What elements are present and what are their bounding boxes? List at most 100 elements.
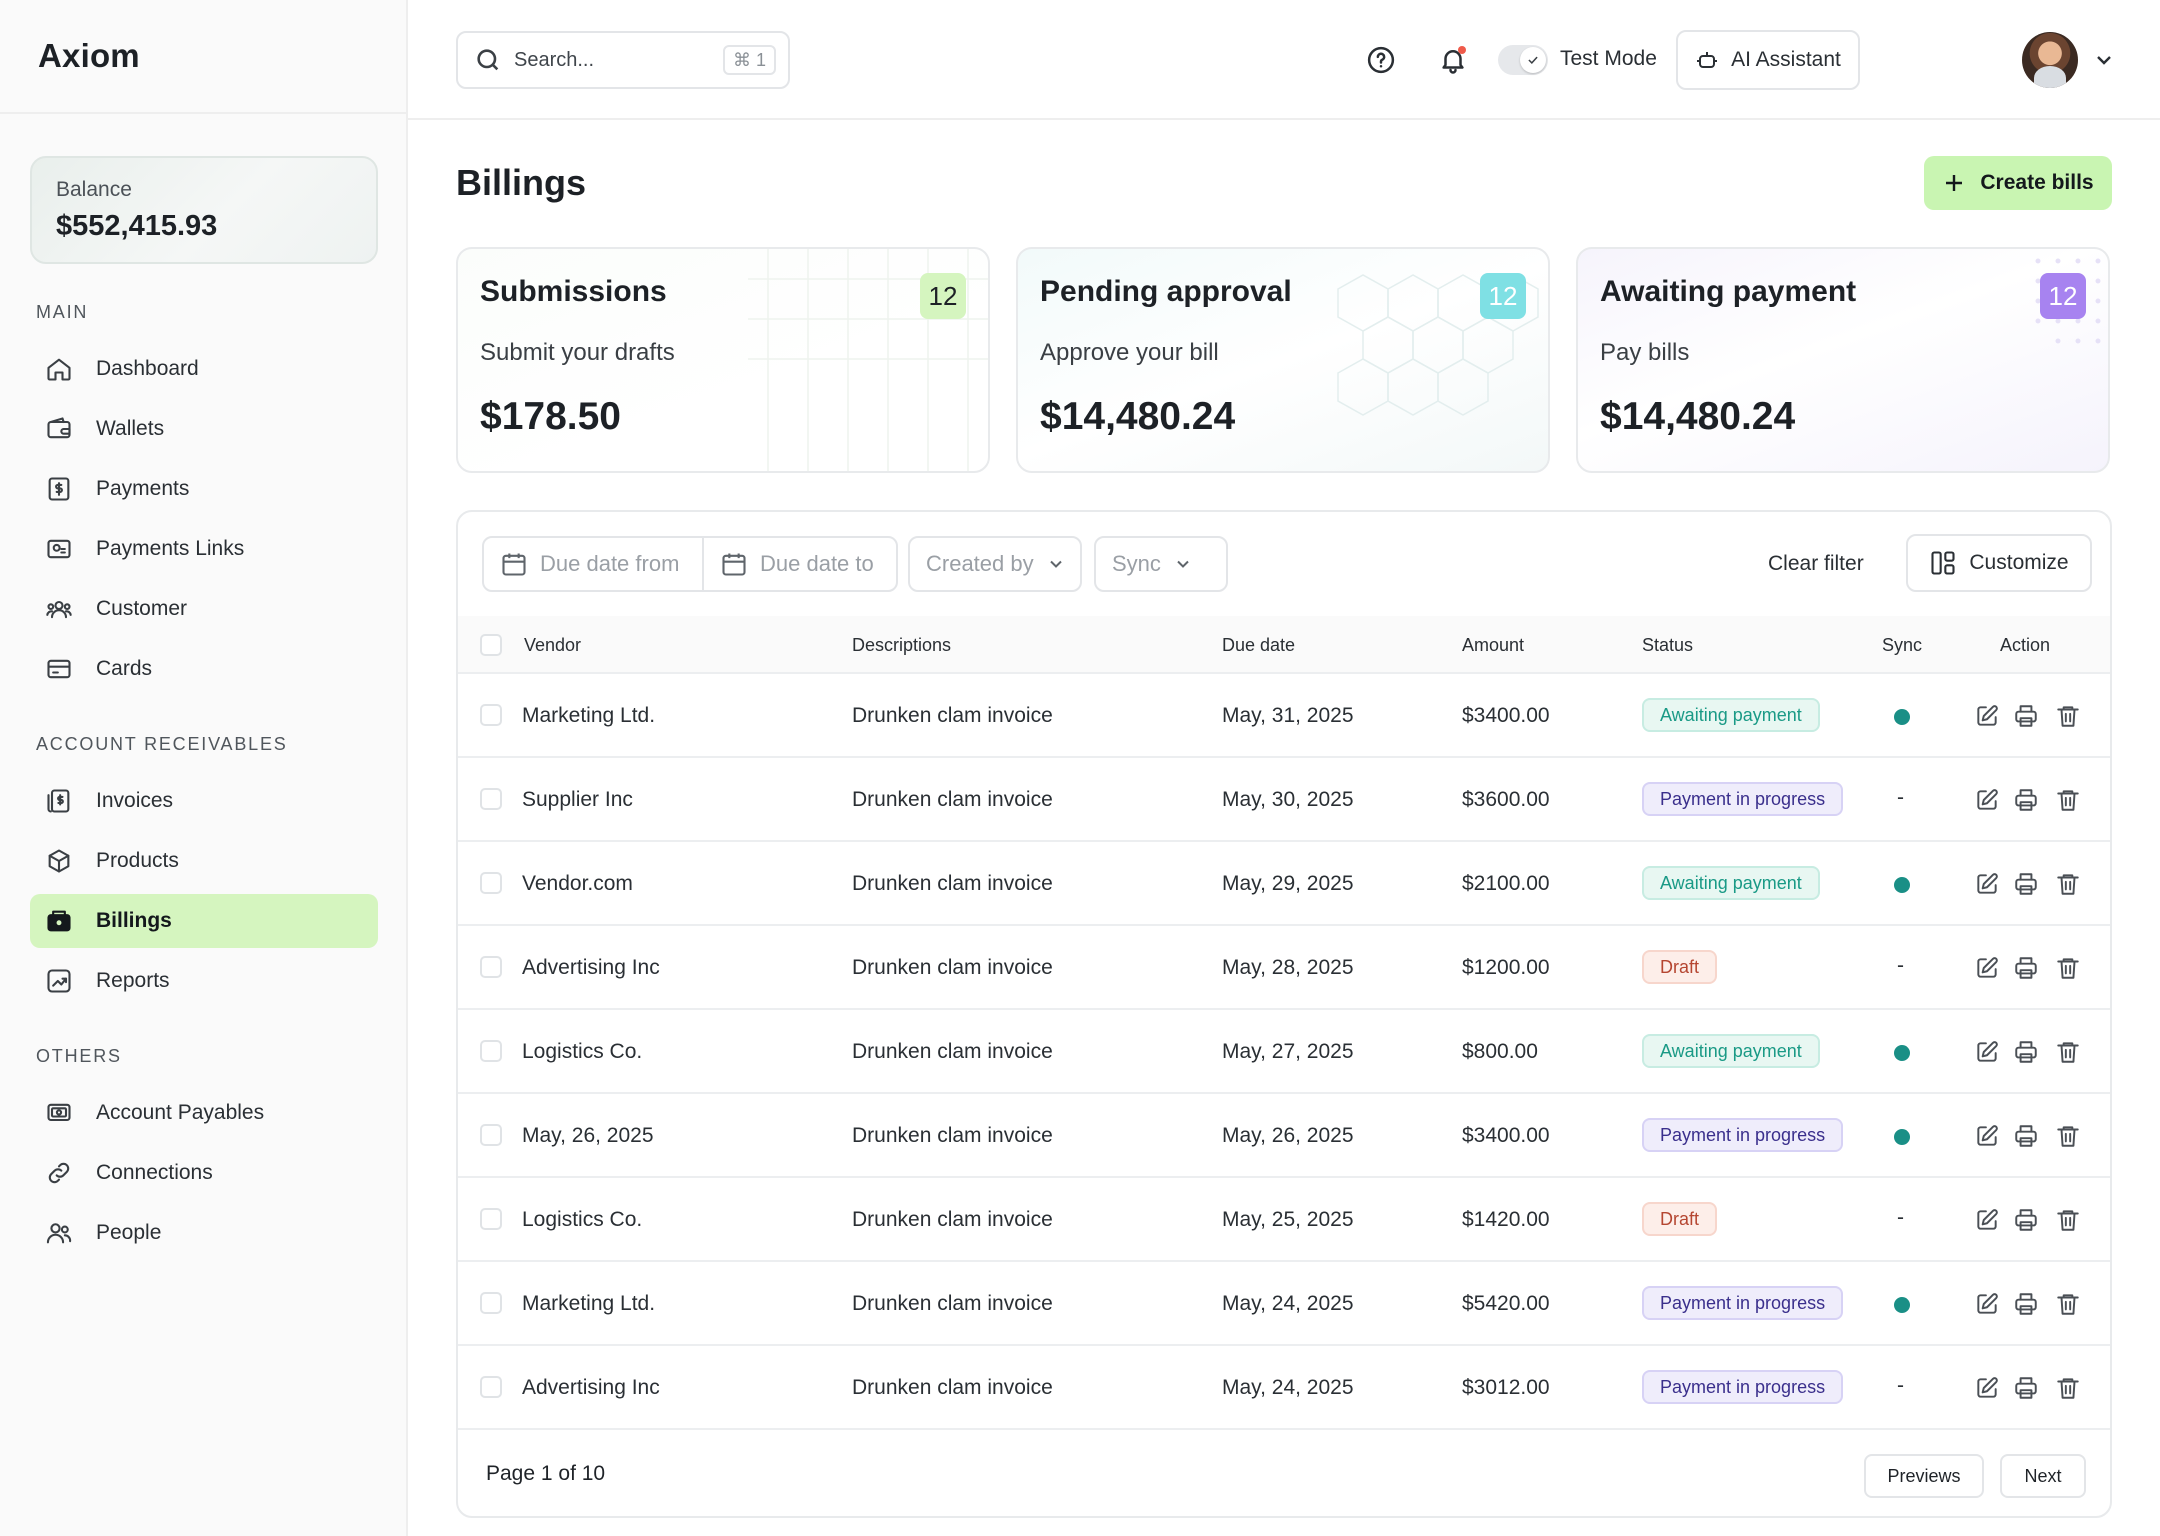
status-badge: Awaiting payment <box>1642 1034 1820 1068</box>
row-checkbox[interactable] <box>480 1040 502 1062</box>
trash-icon[interactable] <box>2055 1123 2081 1149</box>
edit-icon[interactable] <box>1974 1039 2000 1065</box>
avatar[interactable] <box>2022 32 2078 88</box>
table-row[interactable]: Logistics Co. Drunken clam invoice May, 25… <box>458 1178 2110 1262</box>
table-row[interactable]: Supplier Inc Drunken clam invoice May, 30,… <box>458 758 2110 842</box>
sidebar-item-invoices[interactable]: Invoices <box>30 774 378 828</box>
edit-icon[interactable] <box>1974 871 2000 897</box>
sidebar-item-billings[interactable]: Billings <box>30 894 378 948</box>
edit-icon[interactable] <box>1974 787 2000 813</box>
ai-assistant-button[interactable]: AI Assistant <box>1676 30 1860 90</box>
row-checkbox[interactable] <box>480 1292 502 1314</box>
col-vendor[interactable]: Vendor <box>524 635 582 655</box>
billings-table-panel: Due date from Due date to Created by Syn… <box>456 510 2112 1518</box>
edit-icon[interactable] <box>1974 1375 2000 1401</box>
previous-page-button[interactable]: Previews <box>1864 1454 1984 1498</box>
trash-icon[interactable] <box>2055 955 2081 981</box>
edit-icon[interactable] <box>1974 703 2000 729</box>
col-status[interactable]: Status <box>1642 635 1694 655</box>
col-amount[interactable]: Amount <box>1462 635 1525 655</box>
row-checkbox[interactable] <box>480 1124 502 1146</box>
trash-icon[interactable] <box>2055 703 2081 729</box>
vendor-cell: Advertising Inc <box>522 956 660 979</box>
test-mode-toggle[interactable] <box>1498 45 1548 75</box>
sidebar-item-reports[interactable]: Reports <box>30 954 378 1008</box>
pending-approval-card[interactable]: Pending approval Approve your bill $14,4… <box>1016 247 1550 473</box>
grid-pattern-decoration <box>748 249 988 471</box>
row-checkbox[interactable] <box>480 704 502 726</box>
table-row[interactable]: Marketing Ltd. Drunken clam invoice May, 2… <box>458 1262 2110 1346</box>
awaiting-payment-card[interactable]: Awaiting payment Pay bills $14,480.24 12 <box>1576 247 2110 473</box>
trash-icon[interactable] <box>2055 787 2081 813</box>
table-row[interactable]: May, 26, 2025 Drunken clam invoice May, 26… <box>458 1094 2110 1178</box>
row-checkbox[interactable] <box>480 956 502 978</box>
edit-icon[interactable] <box>1974 1123 2000 1149</box>
vendor-cell: Marketing Ltd. <box>522 1292 656 1315</box>
create-bills-button[interactable]: Create bills <box>1924 156 2112 210</box>
print-icon[interactable] <box>2013 1039 2039 1065</box>
print-icon[interactable] <box>2013 1291 2039 1317</box>
search-input[interactable]: Search... ⌘ 1 <box>456 31 790 89</box>
submissions-card[interactable]: Submissions Submit your drafts $178.50 1… <box>456 247 990 473</box>
edit-icon[interactable] <box>1974 1207 2000 1233</box>
print-icon[interactable] <box>2013 955 2039 981</box>
amount-cell: $5420.00 <box>1462 1292 1550 1315</box>
col-descriptions[interactable]: Descriptions <box>852 635 952 655</box>
sidebar-item-payments-links[interactable]: Payments Links <box>30 522 378 576</box>
trash-icon[interactable] <box>2055 871 2081 897</box>
print-icon[interactable] <box>2013 1207 2039 1233</box>
amount-cell: $3600.00 <box>1462 788 1550 811</box>
created-by-dropdown[interactable]: Created by <box>908 536 1082 592</box>
print-icon[interactable] <box>2013 703 2039 729</box>
sync-dropdown[interactable]: Sync <box>1094 536 1228 592</box>
status-badge: Payment in progress <box>1642 1370 1844 1404</box>
money-icon <box>44 1098 74 1128</box>
row-checkbox[interactable] <box>480 1376 502 1398</box>
print-icon[interactable] <box>2013 787 2039 813</box>
print-icon[interactable] <box>2013 871 2039 897</box>
table-row[interactable]: Marketing Ltd. Drunken clam invoice May, 3… <box>458 674 2110 758</box>
customize-button[interactable]: Customize <box>1906 534 2092 592</box>
bot-icon <box>1697 52 1718 68</box>
edit-icon[interactable] <box>1974 1291 2000 1317</box>
sync-status-dot <box>1894 1129 1910 1145</box>
sidebar-item-customer[interactable]: Customer <box>30 582 378 636</box>
next-page-button[interactable]: Next <box>2000 1454 2086 1498</box>
table-row[interactable]: Vendor.com Drunken clam invoice May, 29, 2… <box>458 842 2110 926</box>
due-date-to-input[interactable]: Due date to <box>702 536 898 592</box>
print-icon[interactable] <box>2013 1375 2039 1401</box>
sidebar-item-products[interactable]: Products <box>30 834 378 888</box>
sync-status-dot <box>1894 1297 1910 1313</box>
select-all-checkbox[interactable] <box>480 634 502 656</box>
trash-icon[interactable] <box>2055 1207 2081 1233</box>
print-icon[interactable] <box>2013 1123 2039 1149</box>
sidebar-item-dashboard[interactable]: Dashboard <box>30 342 378 396</box>
sidebar-item-cards[interactable]: Cards <box>30 642 378 696</box>
trash-icon[interactable] <box>2055 1039 2081 1065</box>
sidebar-item-connections[interactable]: Connections <box>30 1146 378 1200</box>
edit-icon[interactable] <box>1974 955 2000 981</box>
sidebar-item-people[interactable]: People <box>30 1206 378 1260</box>
chevron-down-icon[interactable] <box>2092 48 2116 72</box>
row-checkbox[interactable] <box>480 1208 502 1230</box>
sidebar-item-payments[interactable]: Payments <box>30 462 378 516</box>
bell-icon[interactable] <box>1436 43 1470 77</box>
col-due-date[interactable]: Due date <box>1222 635 1296 655</box>
sidebar-item-label: Payments <box>96 477 190 500</box>
table-row[interactable]: Logistics Co. Drunken clam invoice May, 27… <box>458 1010 2110 1094</box>
description-cell: Drunken clam invoice <box>852 1040 1053 1063</box>
sidebar-item-account-payables[interactable]: Account Payables <box>30 1086 378 1140</box>
row-checkbox[interactable] <box>480 788 502 810</box>
help-icon[interactable] <box>1364 43 1398 77</box>
table-row[interactable]: Advertising Inc Drunken clam invoice May, … <box>458 1346 2110 1430</box>
col-sync[interactable]: Sync <box>1882 635 1923 655</box>
trash-icon[interactable] <box>2055 1291 2081 1317</box>
app-logo[interactable]: Axiom <box>0 0 406 114</box>
due-date-from-input[interactable]: Due date from <box>482 536 704 592</box>
row-checkbox[interactable] <box>480 872 502 894</box>
trash-icon[interactable] <box>2055 1375 2081 1401</box>
sidebar-item-wallets[interactable]: Wallets <box>30 402 378 456</box>
sidebar-item-label: Dashboard <box>96 357 199 380</box>
table-row[interactable]: Advertising Inc Drunken clam invoice May, … <box>458 926 2110 1010</box>
clear-filter-link[interactable]: Clear filter <box>1768 552 1864 575</box>
